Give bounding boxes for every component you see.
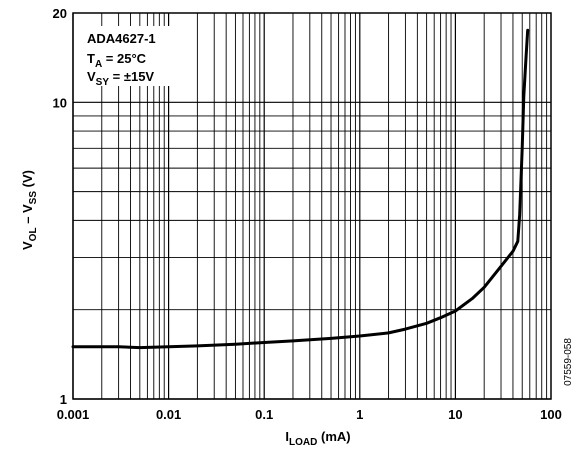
y-tick-label: 10 — [53, 95, 67, 110]
legend-line-device: ADA4627-1 — [87, 31, 156, 46]
legend-line-supply: VSY = ±15V — [87, 69, 154, 88]
x-tick-label: 0.01 — [156, 407, 181, 422]
x-tick-label: 10 — [448, 407, 462, 422]
x-axis-title: ILOAD (mA) — [285, 429, 350, 448]
y-axis-title: VOL – VSS (V) — [20, 170, 39, 250]
x-tick-label: 0.001 — [57, 407, 90, 422]
y-tick-label: 1 — [60, 392, 67, 407]
x-tick-label: 100 — [540, 407, 562, 422]
x-tick-label: 0.1 — [255, 407, 273, 422]
y-tick-label: 20 — [53, 6, 67, 21]
x-tick-labels: 0.001 0.01 0.1 1 10 100 — [57, 407, 562, 422]
figure-id: 07559-058 — [563, 338, 574, 386]
legend-box — [83, 26, 170, 86]
plot-frame — [72, 12, 552, 400]
legend-annotation: ADA4627-1 TA = 25°C VSY = ±15V — [83, 26, 170, 88]
y-tick-labels: 1 10 20 — [53, 6, 67, 407]
x-tick-label: 1 — [356, 407, 363, 422]
series-line — [71, 28, 530, 350]
legend-line-temperature: TA = 25°C — [87, 51, 147, 70]
